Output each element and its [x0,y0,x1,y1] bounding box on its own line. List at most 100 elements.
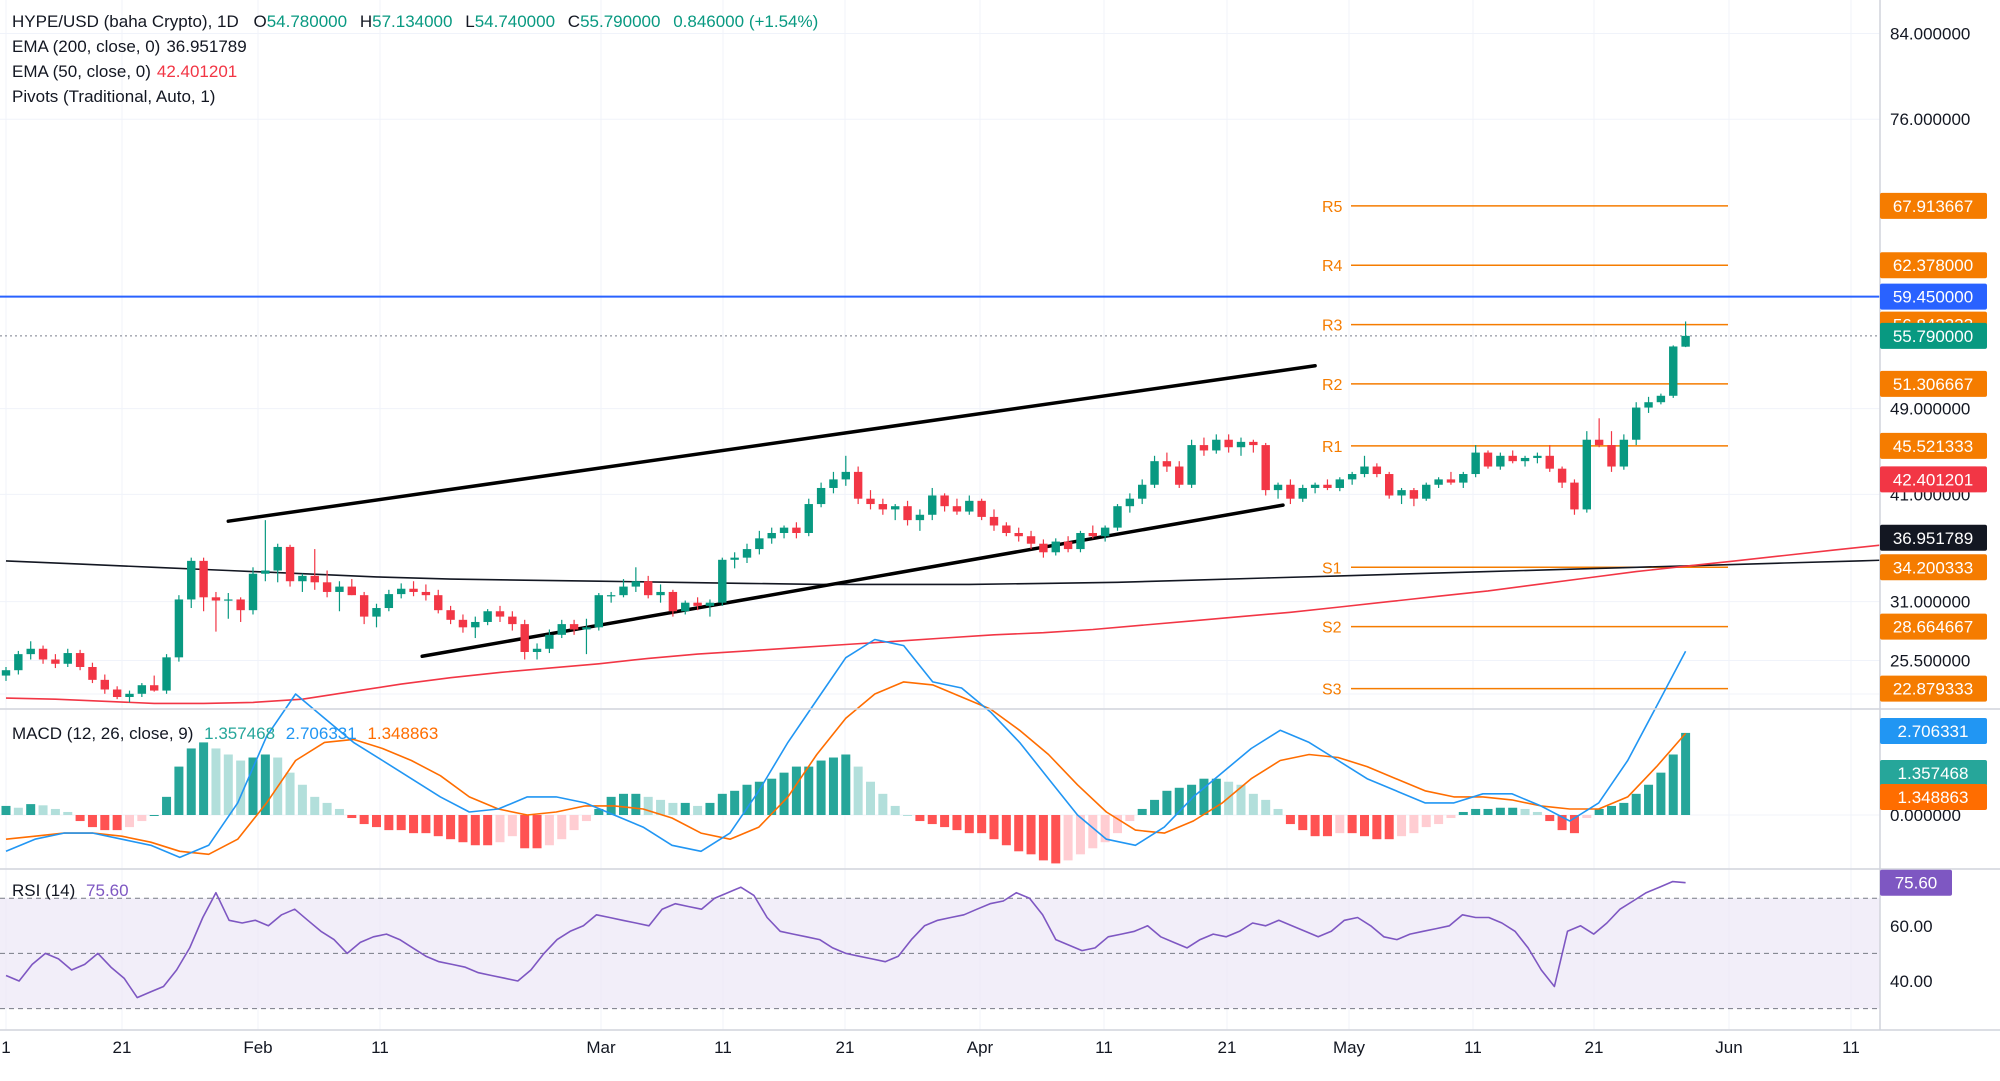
candle-body [261,570,270,574]
macd-histogram-bar [989,815,999,840]
candle-body [1545,455,1554,469]
macd-histogram-bar [409,815,419,834]
macd-histogram-bar [791,766,801,815]
macd-histogram-bar [1211,778,1221,815]
candle-body [162,657,171,691]
candle-body [891,506,900,510]
pivot-price-box [1880,370,1987,397]
macd-histogram-bar [927,815,937,825]
macd-histogram-bar [742,784,752,815]
macd-histogram-bar [211,748,221,815]
x-tick-label: 1 [1,1038,10,1057]
candle-body [1508,455,1517,462]
macd-histogram-bar [1285,815,1295,825]
pivot-name-r5: R5 [1322,199,1343,216]
candle-body [1138,484,1147,499]
price-label: 59.450000 [1893,288,1973,307]
candle-body [1483,452,1493,467]
macd-histogram-bar [544,815,554,846]
candle-body [1669,346,1678,396]
macd-histogram-bar [779,772,789,815]
pivot-lines: R5 R4 R3 R2 R1 S1 S2 S3 [1322,199,1728,699]
candle-body [1076,532,1085,550]
candle-body [989,516,999,526]
candle-body [903,506,912,521]
candle-body [1656,395,1666,403]
ohlc-c: 55.790000 [580,12,661,31]
macd-histogram-bar [248,757,258,815]
candle-body [1224,439,1233,448]
macd-histogram-bar [433,815,443,837]
macd-histogram-bar [458,815,468,843]
candle-body [532,648,542,652]
macd-histogram-bar [878,793,888,815]
candles [1,321,1690,703]
rsi-y-tick: 40.00 [1890,972,1933,991]
candle-body [1088,532,1097,537]
pivot-price-label: 67.913667 [1893,197,1973,216]
macd-histogram-bar [1187,784,1197,815]
macd-histogram-bar [1446,815,1456,819]
macd-histogram-bar [334,808,344,815]
candle-body [1422,484,1431,499]
candle-body [372,608,381,617]
grid [0,0,1880,1030]
candle-body [137,685,147,694]
candle-body [359,595,369,617]
candle-body [1557,468,1567,483]
macd-histogram-bar [38,805,48,815]
macd-histogram-bar [359,815,369,825]
candle-body [1471,452,1480,475]
candle-body [816,487,826,505]
rsi-value: 75.60 [86,881,129,900]
candle-body [322,582,332,592]
candle-body [1347,474,1357,480]
macd-histogram-bar [1026,815,1036,855]
candle-body [446,610,455,620]
candle-body [1199,445,1209,451]
macd-histogram-bar [1532,811,1542,815]
candle-body [14,654,23,671]
pivot-name-r4: R4 [1322,258,1343,275]
macd-histogram-bar [693,805,703,815]
price-labels: 67.91366762.37800056.84233351.30666745.5… [1880,192,1987,896]
macd-histogram-bar [866,781,875,815]
macd-histogram-bar [1236,784,1246,815]
x-tick-label: Mar [586,1038,616,1057]
candle-body [273,546,282,571]
macd-histogram-bar [1051,815,1061,864]
macd-histogram-bar [1681,732,1691,815]
macd-histogram-bar [186,748,196,815]
macd-histogram-bar [952,815,962,831]
x-tick-label: 11 [1095,1038,1113,1057]
macd-histogram-bar [1001,815,1011,846]
rsi-value-label: 75.60 [1895,874,1938,893]
macd-histogram-bar [915,815,925,822]
candle-body [520,624,529,652]
price-label-box [1880,322,1987,349]
candle-body [693,602,702,606]
candle-body [397,588,406,595]
macd-histogram-bar [804,766,814,815]
candle-body [150,685,159,691]
candle-body [1681,335,1690,347]
candle-body [853,471,863,499]
macd-histogram-bar [285,772,295,815]
candle-body [1002,525,1011,533]
candle-body [878,504,888,510]
macd-histogram-bar [977,815,987,834]
y-tick-label: 84.000000 [1890,24,1970,43]
price-label: 36.951789 [1893,529,1973,548]
x-tick-label: 11 [1464,1038,1482,1057]
macd-histogram-bar [680,802,690,815]
macd-histogram-bar [828,757,838,815]
candle-body [779,527,789,533]
macd-histogram-bar [1174,787,1184,815]
candle-body [310,575,319,583]
candle-body [668,591,678,612]
macd-signal-value: 1.348863 [367,724,439,743]
candle-body [125,693,134,698]
pivot-name-s2: S2 [1322,620,1342,637]
macd-histogram-bar [1298,815,1308,831]
macd-histogram-bar [557,815,567,840]
